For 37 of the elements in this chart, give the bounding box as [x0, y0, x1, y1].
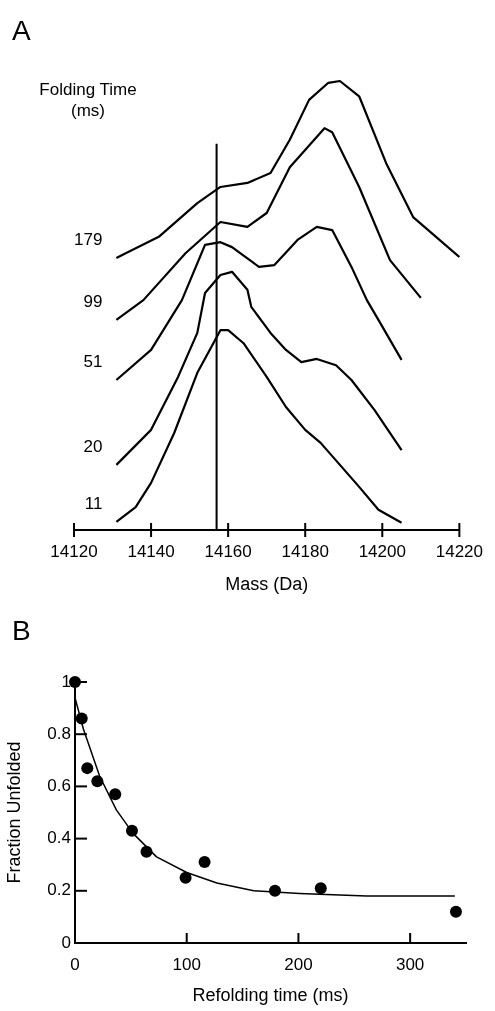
legend-title: Folding Time (ms) [39, 79, 137, 120]
series-label: 179 [74, 229, 103, 249]
chart-title: B [12, 615, 31, 646]
x-tick-label: 14160 [204, 541, 252, 561]
series-label: 11 [84, 493, 103, 513]
y-axis-title: Fraction Unfolded [3, 741, 24, 884]
point [140, 845, 153, 858]
point [75, 712, 88, 725]
x-axis-title: Mass (Da) [225, 574, 309, 595]
x-tick-label: 14180 [281, 541, 329, 561]
point [449, 905, 462, 918]
series-label: 99 [83, 291, 103, 311]
point [314, 882, 327, 895]
x-tick-label: 14220 [435, 541, 483, 561]
y-tick-label: 0.6 [47, 776, 71, 796]
x-tick-label: 300 [395, 954, 425, 974]
series-label: 51 [83, 351, 103, 371]
point [125, 824, 138, 837]
point [198, 856, 211, 869]
point [179, 871, 192, 884]
y-tick-label: 0.8 [47, 723, 71, 743]
x-tick-label: 100 [172, 954, 201, 974]
y-tick-label: 0 [61, 932, 71, 952]
x-tick-label: 14140 [127, 541, 175, 561]
series-label: 20 [83, 436, 103, 456]
point [81, 762, 94, 775]
point [268, 884, 281, 897]
x-tick-label: 200 [284, 954, 313, 974]
x-tick-label: 14120 [50, 541, 98, 561]
y-tick-label: 0.4 [47, 828, 71, 848]
y-tick-label: 1 [61, 671, 71, 691]
x-tick-label: 14200 [358, 541, 406, 561]
point [109, 788, 122, 801]
point [91, 775, 104, 788]
y-tick-label: 0.2 [47, 880, 71, 900]
x-axis-title: Refolding time (ms) [192, 985, 349, 1006]
chart-title: A [12, 15, 31, 46]
